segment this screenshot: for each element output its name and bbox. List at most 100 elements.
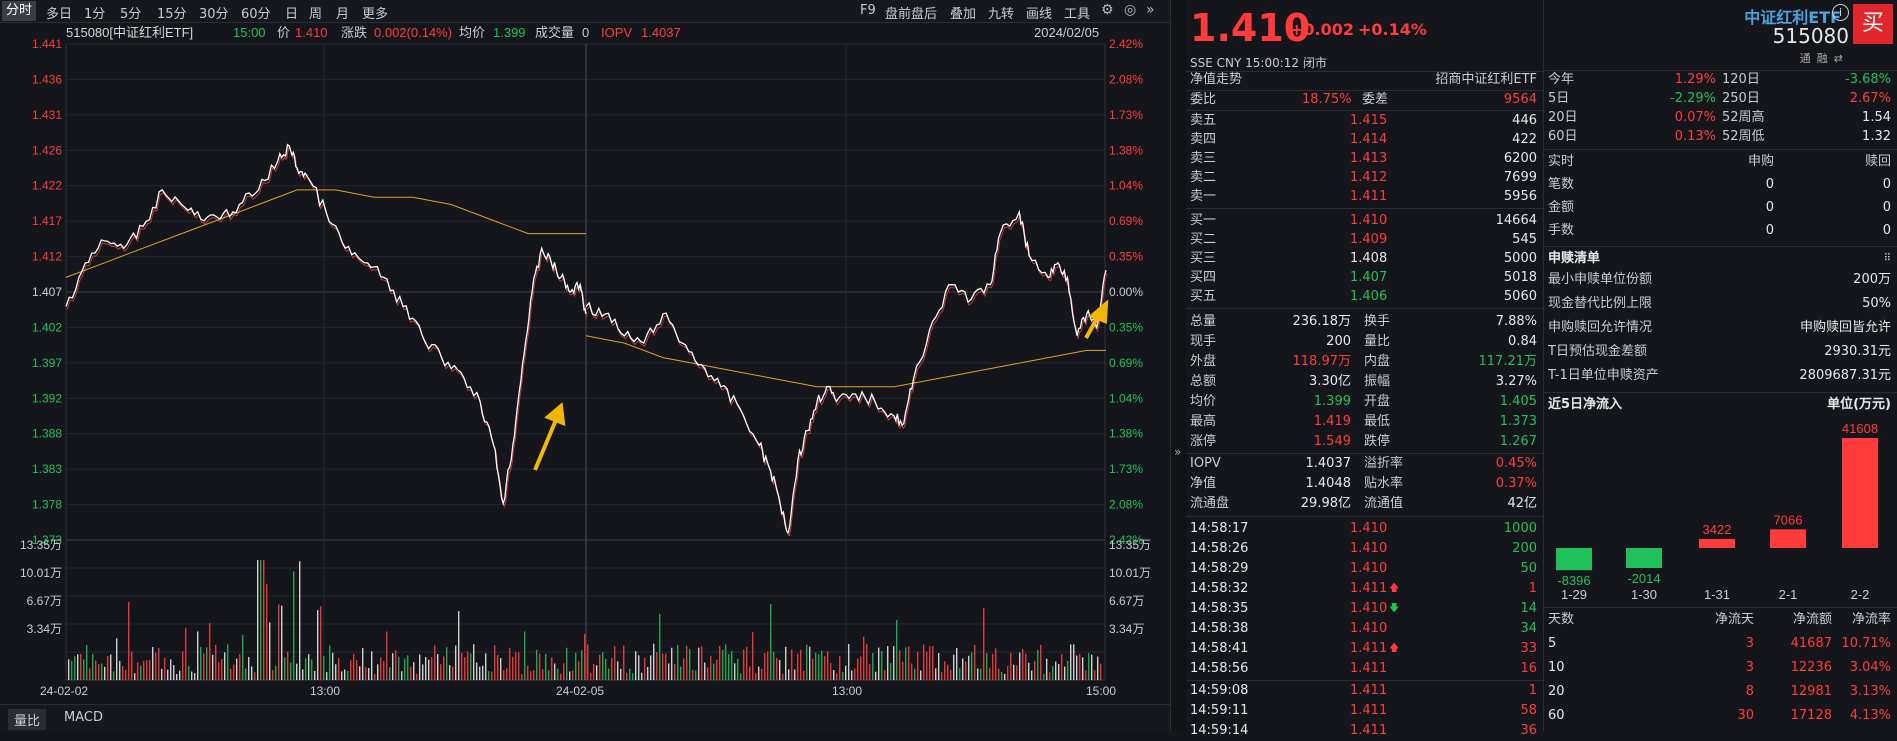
- timeframe-tab[interactable]: 月: [336, 7, 350, 22]
- toolbar-item[interactable]: 盘前盘后: [885, 7, 938, 22]
- volume-bar: [74, 656, 76, 680]
- tick-price: 1.410: [1350, 541, 1388, 556]
- buy-level-price[interactable]: 1.407: [1350, 270, 1388, 285]
- stat-value: 1.419: [1313, 414, 1351, 429]
- volume-bar: [407, 655, 409, 680]
- tab-macd[interactable]: MACD: [64, 710, 103, 725]
- volume-bar: [1094, 670, 1096, 680]
- sell-level-price[interactable]: 1.413: [1350, 151, 1388, 166]
- swap-icon[interactable]: ⇄: [1833, 52, 1849, 65]
- volume-bar: [605, 658, 607, 680]
- volume-bar: [485, 653, 487, 680]
- volume-bar: [578, 661, 580, 680]
- buy-level-price[interactable]: 1.410: [1350, 213, 1388, 228]
- volume-bar: [1016, 665, 1018, 680]
- stat-label: 跌停: [1364, 434, 1391, 449]
- volume-bar: [803, 670, 805, 680]
- chart-date: 2024/02/05: [1034, 25, 1099, 40]
- timeframe-tab[interactable]: 日: [285, 7, 299, 22]
- volume-bar: [677, 645, 679, 680]
- volume-bar: [233, 664, 235, 680]
- sell-level-price[interactable]: 1.411: [1350, 189, 1388, 204]
- sell-level-price[interactable]: 1.415: [1350, 113, 1388, 128]
- volume-bar: [1004, 673, 1006, 680]
- flow-table-cell: 20: [1548, 684, 1565, 699]
- volume-bar: [104, 666, 106, 680]
- collapse-icon[interactable]: »: [1174, 445, 1182, 459]
- volume-bar: [899, 650, 901, 680]
- volume-bar: [638, 655, 640, 680]
- pct-tick-label: 1.38%: [1109, 143, 1143, 157]
- volume-bar: [98, 664, 100, 680]
- buy-level-price[interactable]: 1.408: [1350, 251, 1388, 266]
- volume-bar: [311, 659, 313, 680]
- timeframe-tab[interactable]: 分时: [2, 1, 37, 21]
- volume-bar: [524, 631, 526, 680]
- volume-bar: [86, 644, 88, 680]
- info-icon[interactable]: i: [1832, 4, 1849, 21]
- volume-bar: [278, 604, 280, 680]
- volume-bar: [983, 607, 985, 680]
- sell-level-price[interactable]: 1.414: [1350, 132, 1388, 147]
- volume-bar: [296, 663, 298, 680]
- perf-label: 今年: [1548, 72, 1575, 87]
- more-icon[interactable]: ⠿: [1883, 253, 1891, 264]
- pct-tick-label: 1.73%: [1109, 108, 1143, 122]
- buy-button[interactable]: 买: [1853, 4, 1893, 44]
- volume-bar: [551, 657, 553, 680]
- volume-bar: [854, 668, 856, 680]
- tick-price: 1.411: [1350, 723, 1388, 738]
- sg-row-value: 0: [1765, 200, 1774, 215]
- fund-name: 中证红利ETF: [1744, 8, 1841, 27]
- nav-trend-label[interactable]: 净值走势: [1190, 72, 1243, 87]
- perf-label: 52周低: [1722, 129, 1765, 144]
- intraday-chart[interactable]: 515080[中证红利ETF] 15:00 价 1.410 涨跌 0.002(0.14%)…: [0, 23, 1170, 703]
- volume-bar: [449, 665, 451, 680]
- share-icon[interactable]: ◎: [1124, 2, 1137, 18]
- volume-bar: [779, 660, 781, 680]
- volume-bar: [323, 655, 325, 680]
- volume-bar: [134, 673, 136, 680]
- volume-bar: [740, 673, 742, 680]
- stat-label: 总量: [1190, 314, 1217, 329]
- timeframe-tab[interactable]: 多日: [46, 7, 73, 22]
- timeframe-tab[interactable]: 1分: [84, 7, 106, 22]
- volume-bar: [1028, 662, 1030, 680]
- flow-bar-value: -8396: [1557, 573, 1590, 588]
- volume-bar: [437, 654, 439, 680]
- toolbar-item[interactable]: 叠加: [950, 7, 977, 22]
- toolbar-item[interactable]: 九转: [988, 7, 1015, 22]
- stat-value: 7.88%: [1495, 314, 1537, 329]
- buy-level-price[interactable]: 1.406: [1350, 289, 1388, 304]
- volume-bar: [1100, 663, 1102, 680]
- timeframe-tab[interactable]: 30分: [199, 7, 229, 22]
- volume-bar: [125, 670, 127, 680]
- stat-label: 开盘: [1364, 394, 1391, 409]
- buy-level-price[interactable]: 1.409: [1350, 232, 1388, 247]
- timeframe-tab[interactable]: 15分: [157, 7, 187, 22]
- volume-bar: [905, 647, 907, 680]
- expand-icon[interactable]: »: [1146, 2, 1155, 18]
- sell-level-volume: 7699: [1503, 170, 1537, 185]
- timeframe-tab[interactable]: 周: [309, 7, 323, 22]
- volume-bar: [806, 644, 808, 680]
- tick-time: 14:59:11: [1190, 703, 1249, 718]
- timeframe-tab[interactable]: 更多: [362, 7, 389, 22]
- sg-list-label: T-1日单位申赎资产: [1548, 368, 1659, 383]
- toolbar-item[interactable]: F9: [860, 3, 876, 18]
- stat-value: 1.405: [1499, 394, 1537, 409]
- toolbar-item[interactable]: 工具: [1064, 7, 1091, 22]
- sell-level-price[interactable]: 1.412: [1350, 170, 1388, 185]
- tab-volume-ratio[interactable]: 量比: [8, 709, 47, 730]
- flow-table-head: 净流天: [1714, 612, 1754, 627]
- volume-bar: [992, 654, 994, 680]
- toolbar-item[interactable]: 画线: [1026, 7, 1053, 22]
- nav-line: [66, 146, 588, 509]
- flow-table-cell: 10.71%: [1841, 636, 1891, 651]
- settings-icon[interactable]: ⚙: [1101, 2, 1114, 18]
- flow-table-cell: 3: [1745, 660, 1754, 675]
- timeframe-tab[interactable]: 60分: [241, 7, 271, 22]
- volume-bar: [1049, 672, 1051, 680]
- timeframe-tab[interactable]: 5分: [120, 7, 142, 22]
- volume-bar: [95, 660, 97, 680]
